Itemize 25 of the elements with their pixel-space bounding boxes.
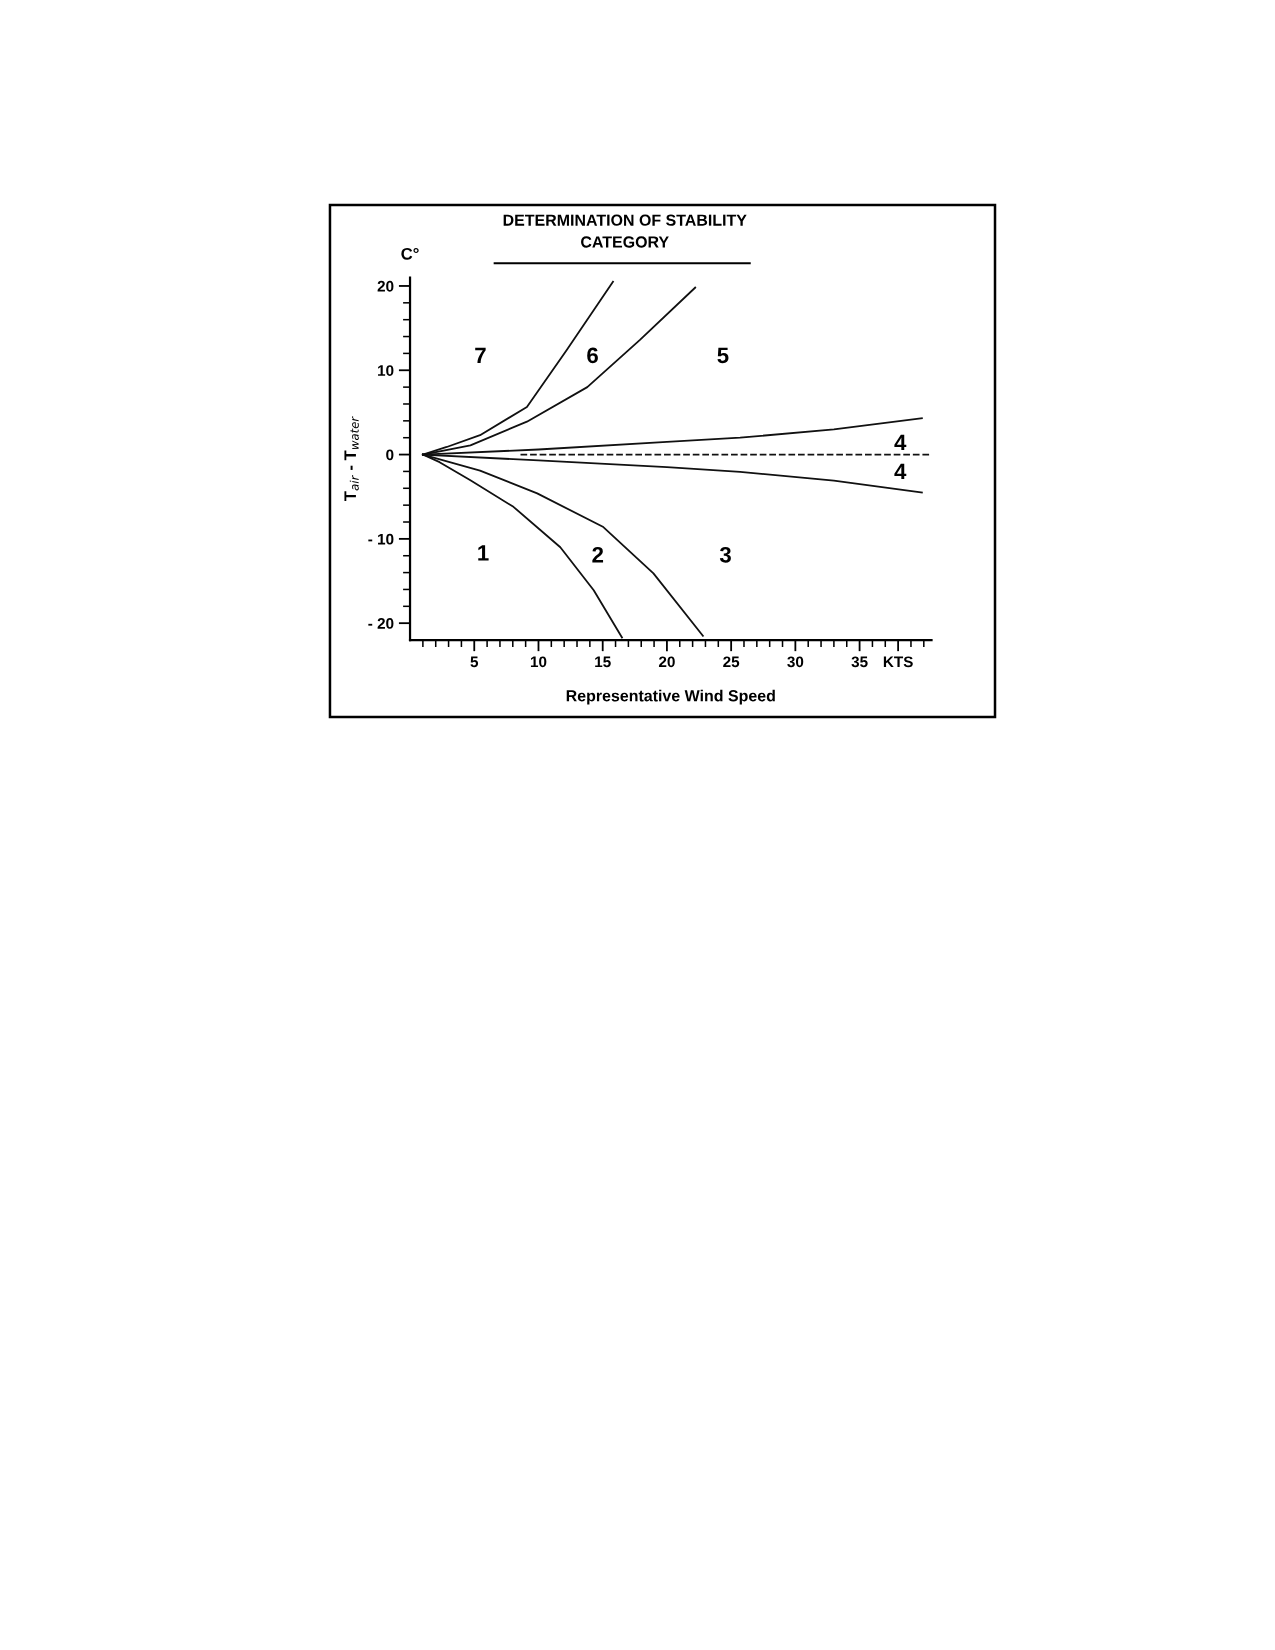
x-tick-label: 35 bbox=[851, 656, 868, 668]
x-axis-title: Representative Wind Speed bbox=[566, 689, 775, 705]
annotation: 4 bbox=[894, 463, 907, 480]
y-tick-label: 20 bbox=[377, 280, 394, 292]
text: C° bbox=[401, 247, 419, 260]
x-tick-label: KTS bbox=[883, 656, 913, 668]
annotation: 4 bbox=[894, 434, 907, 451]
y-tick-label: 10 bbox=[378, 365, 394, 376]
x-tick-label: 30 bbox=[787, 656, 804, 668]
y-tick-label: - 10 bbox=[368, 533, 394, 545]
x-tick-label: 5 bbox=[470, 656, 479, 668]
x-tick-label: 20 bbox=[658, 656, 675, 668]
annotation: 1 bbox=[478, 545, 489, 561]
annotation: 6 bbox=[587, 347, 598, 364]
x-tick-label: 15 bbox=[595, 656, 611, 668]
annotation: 5 bbox=[717, 347, 729, 364]
annotation: 7 bbox=[475, 347, 486, 364]
annotation: 2 bbox=[592, 546, 604, 563]
x-tick-label: 10 bbox=[530, 656, 547, 668]
x-tick-label: 25 bbox=[723, 656, 740, 668]
y-tick-label: 0 bbox=[386, 449, 394, 461]
y-tick-label: - 20 bbox=[368, 618, 394, 629]
y-axis-title: T$_{air}$ - T$_{water}$ bbox=[344, 416, 359, 502]
chart-title: DETERMINATION OF STABILITY CATEGORY bbox=[503, 214, 747, 248]
annotation: 3 bbox=[719, 546, 731, 563]
